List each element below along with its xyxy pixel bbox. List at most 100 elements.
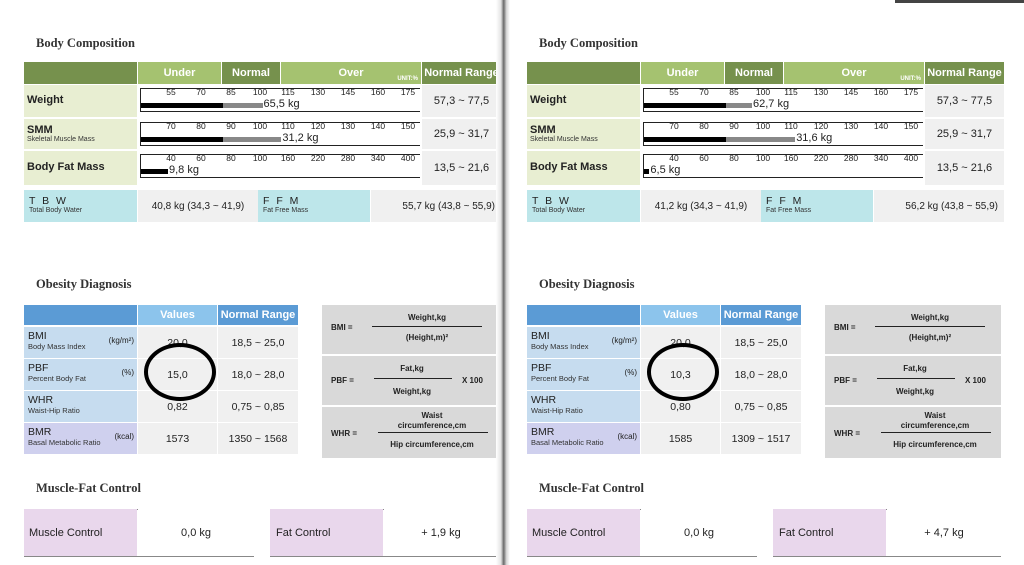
pbf-formula-label: PBF = <box>331 376 354 385</box>
weight-range: 57,3 ~ 77,5 <box>925 85 1004 117</box>
tick-label: 55 <box>166 87 176 97</box>
whr-formula: WHR = Waist circumference,cm Hip circumf… <box>825 407 1001 458</box>
obesity-table: Values Normal Range BMI Body Mass Index … <box>527 305 801 457</box>
smm-value: 31,2 kg <box>282 132 319 144</box>
ffm-label: F F M <box>766 195 804 207</box>
ffm-label: F F M <box>263 195 301 207</box>
tick-label: 70 <box>669 121 679 131</box>
tick-label: 100 <box>252 87 268 97</box>
pbf-range: 18,0 ~ 28,0 <box>218 359 298 390</box>
bmi-sub: Body Mass Index <box>531 342 589 351</box>
tbw-label: T B W <box>532 195 571 207</box>
tick-row: 55 70 85 100 115 130 145 160 175 <box>138 87 421 99</box>
tick-label: 55 <box>669 87 679 97</box>
smm-sub: Skeletal Muscle Mass <box>530 136 598 143</box>
whr-sub: Waist-Hip Ratio <box>531 406 583 415</box>
bmr-range: 1309 ~ 1517 <box>721 423 801 454</box>
tick-label: 160 <box>873 87 889 97</box>
tick-label: 70 <box>166 121 176 131</box>
tick-label: 280 <box>843 153 859 163</box>
weight-bar <box>644 103 752 108</box>
row-label-weight: Weight <box>527 85 640 117</box>
bmi-unit: (kg/m²) <box>611 336 637 345</box>
fraction-line <box>881 432 991 433</box>
bfm-label: Body Fat Mass <box>27 161 105 173</box>
bmi-formula: BMI = Weight,kg (Height,m)² <box>825 305 1001 354</box>
pbf-range: 18,0 ~ 28,0 <box>721 359 801 390</box>
pbf-formula-denominator: Weight,kg <box>895 387 935 396</box>
tick-label: 120 <box>310 121 326 131</box>
header-under: Under <box>138 62 221 84</box>
scale-frame <box>140 88 420 112</box>
bar-gray <box>223 103 263 108</box>
divider <box>773 556 1001 557</box>
fraction-line <box>378 432 488 433</box>
tick-label: 140 <box>873 121 889 131</box>
bmr-unit: (kcal) <box>114 432 134 441</box>
fat-control-label: Fat Control <box>773 509 886 557</box>
bmi-formula-label: BMI = <box>331 323 353 332</box>
pbf-formula: PBF = Fat,kg Weight,kg X 100 <box>322 356 498 405</box>
section-title-obesity: Obesity Diagnosis <box>539 277 635 291</box>
pbf-sub: Percent Body Fat <box>531 374 589 383</box>
bar-black <box>141 103 223 108</box>
section-title-body-composition: Body Composition <box>539 36 638 50</box>
section-title-obesity: Obesity Diagnosis <box>36 277 132 291</box>
bmi-label: BMI <box>531 330 550 342</box>
whr-formula-denominator: Hip circumference,cm <box>390 440 474 449</box>
tick-label: 120 <box>813 121 829 131</box>
bmi-sub: Body Mass Index <box>28 342 86 351</box>
whr-formula-label: WHR = <box>331 429 357 438</box>
divider <box>270 556 498 557</box>
weight-value: 62,7 kg <box>753 98 790 110</box>
report-page-2: Body Composition Under Normal Over UNIT:%… <box>503 0 1024 565</box>
pbf-formula-numerator: Fat,kg <box>400 364 424 373</box>
tick-label: 70 <box>196 87 206 97</box>
header-blank <box>527 62 640 84</box>
bmr-sub: Basal Metabolic Ratio <box>28 438 101 447</box>
ob-row-label-bmr: BMR Basal Metabolic Ratio (kcal) <box>527 423 640 454</box>
weight-scale: 55 70 85 100 115 130 145 160 175 65,5 kg <box>138 85 421 117</box>
row-label-bfm: Body Fat Mass <box>527 151 640 185</box>
bmr-label: BMR <box>28 426 52 438</box>
formula-panel: BMI = Weight,kg (Height,m)² PBF = Fat,kg… <box>825 305 1001 458</box>
tick-label: 150 <box>400 121 416 131</box>
ob-header-blank <box>24 305 137 325</box>
bfm-bar <box>644 169 650 174</box>
ffm-label-cell: F F M Fat Free Mass <box>761 190 873 222</box>
tick-label: 80 <box>226 153 236 163</box>
whr-label: WHR <box>28 394 54 406</box>
fraction-line <box>372 326 482 327</box>
row-label-smm: SMM Skeletal Muscle Mass <box>24 119 137 149</box>
smm-label: SMM <box>530 124 556 136</box>
header-normal: Normal <box>222 62 280 84</box>
tick-label: 115 <box>281 87 295 97</box>
ob-header-values: Values <box>641 305 720 325</box>
pbf-unit: (%) <box>624 368 637 377</box>
ffm-sub: Fat Free Mass <box>263 207 309 214</box>
bar-black <box>644 169 650 174</box>
whr-formula-num1: Waist <box>421 411 443 420</box>
tick-label: 220 <box>310 153 326 163</box>
fraction-line <box>875 326 985 327</box>
tbw-ffm-row: T B W Total Body Water 41,2 kg (34,3 ~ 41… <box>527 190 1004 222</box>
ob-header-blank <box>527 305 640 325</box>
weight-label: Weight <box>27 94 64 106</box>
fat-control-value: + 4,7 kg <box>887 509 1001 557</box>
section-title-body-composition: Body Composition <box>36 36 135 50</box>
fraction-line <box>877 378 955 379</box>
bfm-bar <box>141 169 168 174</box>
tick-label: 100 <box>755 87 771 97</box>
unit-label: UNIT:% <box>397 76 418 82</box>
ffm-value: 56,2 kg (43,8 ~ 55,9) <box>874 190 1004 222</box>
body-composition-table: Under Normal Over UNIT:% Normal Range Wei… <box>24 62 501 220</box>
tick-label: 40 <box>669 153 679 163</box>
book-spine <box>496 0 510 565</box>
tick-label: 145 <box>843 87 859 97</box>
tick-label: 140 <box>370 121 386 131</box>
tick-label: 115 <box>784 87 798 97</box>
handdrawn-circle <box>144 343 216 401</box>
header-normal-range: Normal Range <box>925 62 1004 84</box>
ob-row-label-bmi: BMI Body Mass Index (kg/m²) <box>527 327 640 358</box>
ffm-label-cell: F F M Fat Free Mass <box>258 190 370 222</box>
